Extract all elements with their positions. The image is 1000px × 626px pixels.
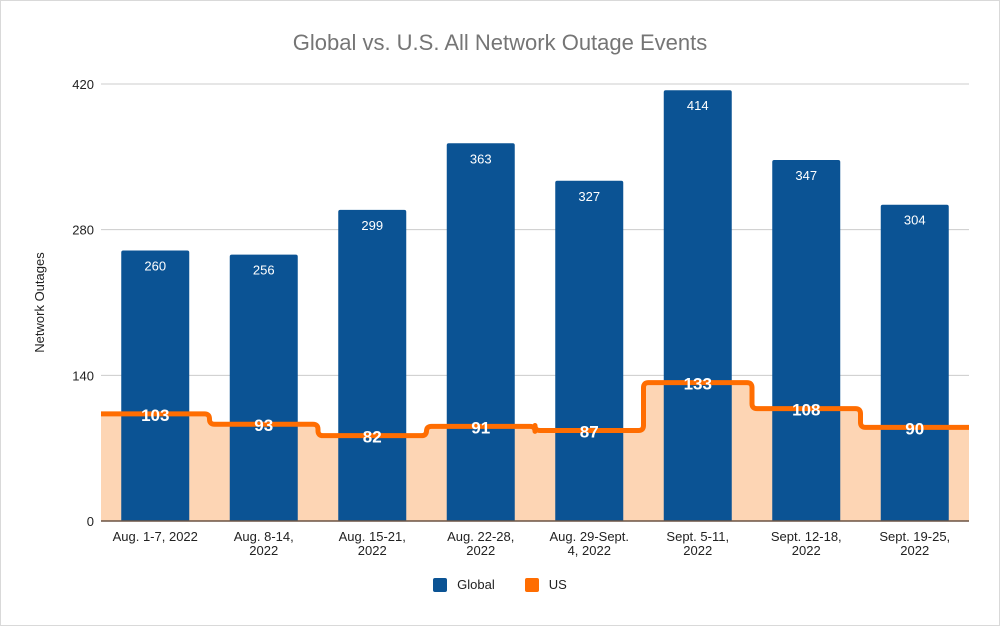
- y-tick-label: 140: [72, 368, 94, 383]
- global-bar-label: 256: [253, 263, 275, 278]
- x-tick-label: Aug. 29-Sept.: [550, 529, 630, 544]
- global-bar: [663, 90, 732, 521]
- global-bar: [555, 180, 624, 521]
- legend-label-us: US: [548, 577, 567, 592]
- global-bar: [121, 250, 190, 521]
- y-tick-label: 420: [72, 77, 94, 92]
- global-bar-label: 299: [361, 218, 383, 233]
- chart-title: Global vs. U.S. All Network Outage Event…: [292, 30, 708, 55]
- global-bar: [446, 143, 515, 522]
- global-bar: [229, 254, 298, 521]
- x-tick-label: 2022: [683, 543, 712, 558]
- y-tick-label: 280: [72, 223, 94, 238]
- x-tick-label: Aug. 22-28,: [447, 529, 514, 544]
- us-area-fill: [101, 382, 969, 521]
- x-tick-label: 2022: [900, 543, 929, 558]
- x-tick-label: Sept. 5-11,: [666, 529, 729, 544]
- global-bar-label: 304: [904, 213, 926, 228]
- global-bar: [772, 159, 841, 521]
- global-bar-label: 260: [144, 258, 166, 273]
- y-tick-label: 0: [87, 514, 94, 529]
- us-data-label: 93: [254, 416, 273, 435]
- legend-item-global[interactable]: Global: [433, 577, 495, 592]
- x-tick-label: 2022: [249, 543, 278, 558]
- legend-item-us[interactable]: US: [524, 577, 567, 592]
- x-tick-label: 2022: [466, 543, 495, 558]
- x-tick-label: Aug. 8-14,: [234, 529, 294, 544]
- x-tick-label: 4, 2022: [568, 543, 611, 558]
- us-data-label: 91: [471, 418, 490, 437]
- global-bar-label: 327: [578, 189, 600, 204]
- global-bar: [880, 204, 949, 521]
- us-data-label: 103: [141, 406, 169, 425]
- x-tick-label: Aug. 15-21,: [339, 529, 406, 544]
- legend: Global US: [0, 577, 1000, 592]
- legend-swatch-us: [524, 577, 539, 592]
- legend-label-global: Global: [457, 577, 495, 592]
- us-data-label: 108: [792, 401, 820, 420]
- us-data-label: 133: [684, 375, 712, 394]
- us-data-label: 90: [905, 419, 924, 438]
- x-tick-label: 2022: [792, 543, 821, 558]
- us-data-label: 82: [363, 428, 382, 447]
- global-bar: [338, 209, 407, 521]
- x-tick-label: Aug. 1-7, 2022: [113, 529, 198, 544]
- global-bar-label: 363: [470, 151, 492, 166]
- x-tick-label: Sept. 12-18,: [771, 529, 842, 544]
- x-tick-label: Sept. 19-25,: [879, 529, 950, 544]
- us-data-label: 87: [580, 422, 599, 441]
- global-bar-label: 414: [687, 98, 709, 113]
- legend-swatch-global: [433, 577, 448, 592]
- global-bar-label: 347: [795, 168, 817, 183]
- us-step-line: [101, 380, 969, 439]
- y-axis-label: Network Outages: [32, 252, 47, 353]
- x-tick-label: 2022: [358, 543, 387, 558]
